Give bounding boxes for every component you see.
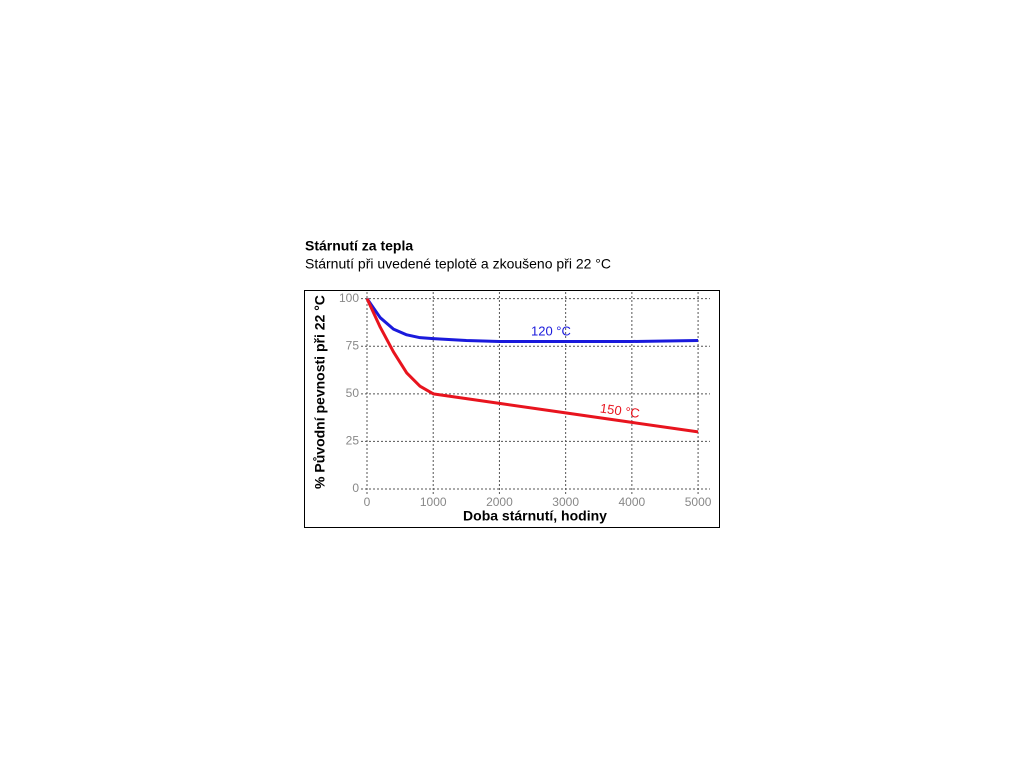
x-tick-label: 0 [364,495,371,509]
x-tick-label: 3000 [552,495,579,509]
x-tick-label: 1000 [420,495,447,509]
chart-frame [304,290,720,528]
chart-subtitle: Stárnutí při uvedené teplotě a zkoušeno … [305,256,611,272]
y-tick-label: 25 [346,434,360,448]
x-tick-label: 2000 [486,495,513,509]
series-label: 120 °C [531,323,571,338]
series-label: 150 °C [599,401,641,421]
x-axis-label: Doba stárnutí, hodiny [463,508,607,524]
chart-title: Stárnutí za tepla [305,238,413,254]
y-axis-label: % Původní pevnosti při 22 °C [312,295,328,489]
y-tick-label: 0 [352,481,359,495]
series-line [365,298,699,434]
y-tick-label: 75 [346,338,360,352]
x-tick-label: 4000 [619,495,646,509]
y-tick-label: 50 [346,386,360,400]
y-tick-label: 100 [339,291,359,305]
series-line [365,297,699,343]
x-tick-label: 5000 [685,495,712,509]
